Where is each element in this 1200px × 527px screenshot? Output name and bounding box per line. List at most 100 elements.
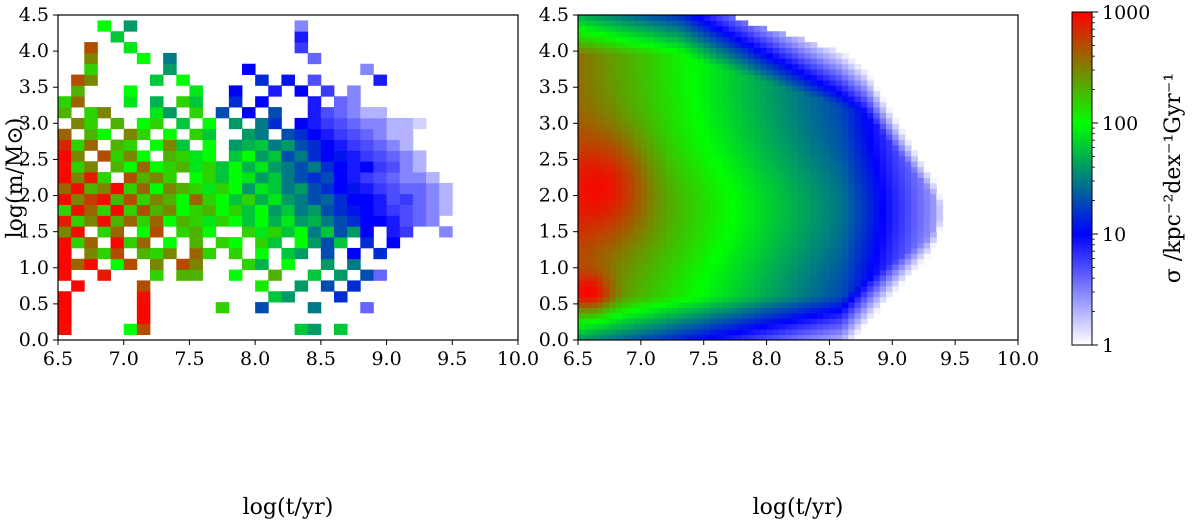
- heatmap-cell: [848, 85, 856, 92]
- heatmap-cell: [334, 161, 348, 173]
- heatmap-cell: [666, 193, 673, 200]
- heatmap-cell: [678, 90, 686, 97]
- heatmap-cell: [578, 52, 585, 59]
- heatmap-cell: [867, 117, 874, 124]
- heatmap-cell: [804, 237, 812, 243]
- heatmap-cell: [860, 128, 868, 135]
- heatmap-cell: [596, 285, 604, 292]
- heatmap-cell: [886, 237, 893, 243]
- heatmap-cell: [399, 139, 414, 151]
- heatmap-cell: [634, 210, 642, 216]
- heatmap-cell: [334, 172, 348, 184]
- heatmap-cell: [854, 291, 862, 298]
- heatmap-cell: [634, 226, 642, 233]
- heatmap-cell: [697, 166, 705, 173]
- heatmap-cell: [766, 188, 774, 195]
- heatmap-cell: [647, 145, 654, 151]
- heatmap-cell: [659, 90, 667, 97]
- heatmap-cell: [829, 193, 837, 200]
- heatmap-cell: [672, 215, 680, 222]
- left-x-tick-label: 10.0: [497, 348, 539, 370]
- heatmap-cell: [867, 307, 874, 314]
- heatmap-cell: [615, 117, 623, 124]
- heatmap-cell: [628, 307, 636, 314]
- heatmap-cell: [578, 139, 585, 146]
- heatmap-cell: [678, 215, 686, 222]
- heatmap-cell: [835, 247, 843, 254]
- heatmap-cell: [867, 139, 874, 146]
- heatmap-cell: [584, 258, 592, 265]
- heatmap-cell: [334, 269, 348, 281]
- heatmap-cell: [785, 307, 793, 314]
- heatmap-cell: [823, 52, 830, 59]
- heatmap-cell: [904, 150, 912, 157]
- heatmap-cell: [785, 280, 793, 287]
- heatmap-cell: [867, 177, 874, 184]
- heatmap-cell: [228, 237, 243, 249]
- heatmap-cell: [754, 128, 761, 135]
- heatmap-cell: [779, 134, 786, 141]
- heatmap-cell: [678, 47, 686, 54]
- heatmap-cell: [798, 226, 805, 233]
- heatmap-cell: [779, 285, 786, 292]
- heatmap-cell: [760, 145, 768, 151]
- heatmap-cell: [590, 334, 598, 341]
- heatmap-cell: [835, 264, 843, 271]
- heatmap-cell: [653, 101, 661, 108]
- heatmap-cell: [754, 302, 761, 308]
- heatmap-cell: [672, 204, 680, 211]
- heatmap-cell: [754, 296, 761, 303]
- heatmap-cell: [791, 323, 799, 330]
- heatmap-cell: [835, 302, 843, 308]
- heatmap-cell: [615, 307, 623, 314]
- heatmap-cell: [653, 312, 661, 319]
- heatmap-cell: [653, 199, 661, 206]
- heatmap-cell: [898, 275, 906, 281]
- heatmap-cell: [810, 52, 818, 59]
- heatmap-cell: [873, 215, 881, 222]
- left-x-tick-label: 7.0: [109, 348, 139, 370]
- heatmap-cell: [772, 193, 780, 200]
- heatmap-cell: [754, 36, 761, 43]
- heatmap-cell: [735, 69, 742, 76]
- heatmap-cell: [716, 31, 724, 38]
- right-y-tick-label: 1.5: [539, 221, 569, 243]
- heatmap-cell: [823, 47, 830, 54]
- heatmap-cell: [791, 182, 799, 189]
- heatmap-cell: [653, 215, 661, 222]
- heatmap-cell: [735, 253, 742, 260]
- heatmap-cell: [716, 80, 724, 86]
- heatmap-cell: [659, 307, 667, 314]
- heatmap-cell: [615, 296, 623, 303]
- heatmap-cell: [772, 204, 780, 211]
- heatmap-cell: [672, 226, 680, 233]
- heatmap-cell: [603, 302, 610, 308]
- heatmap-cell: [747, 145, 755, 151]
- heatmap-cell: [659, 237, 667, 243]
- heatmap-cell: [603, 63, 610, 70]
- heatmap-cell: [659, 177, 667, 184]
- heatmap-cell: [281, 258, 295, 270]
- heatmap-cell: [399, 226, 414, 238]
- heatmap-cell: [829, 90, 837, 97]
- heatmap-cell: [785, 323, 793, 330]
- heatmap-cell: [703, 193, 711, 200]
- heatmap-cell: [615, 69, 623, 76]
- heatmap-cell: [823, 117, 830, 124]
- heatmap-cell: [596, 204, 604, 211]
- heatmap-cell: [697, 291, 705, 298]
- heatmap-cell: [58, 161, 72, 173]
- heatmap-cell: [71, 96, 85, 108]
- heatmap-cell: [848, 177, 856, 184]
- heatmap-cell: [785, 42, 793, 48]
- heatmap-cell: [697, 285, 705, 292]
- heatmap-cell: [766, 247, 774, 254]
- heatmap-cell: [716, 199, 724, 206]
- heatmap-cell: [798, 210, 805, 216]
- heatmap-cell: [653, 123, 661, 130]
- heatmap-cell: [766, 36, 774, 43]
- heatmap-cell: [854, 177, 862, 184]
- heatmap-cell: [123, 258, 138, 270]
- heatmap-cell: [412, 204, 427, 216]
- heatmap-cell: [735, 128, 742, 135]
